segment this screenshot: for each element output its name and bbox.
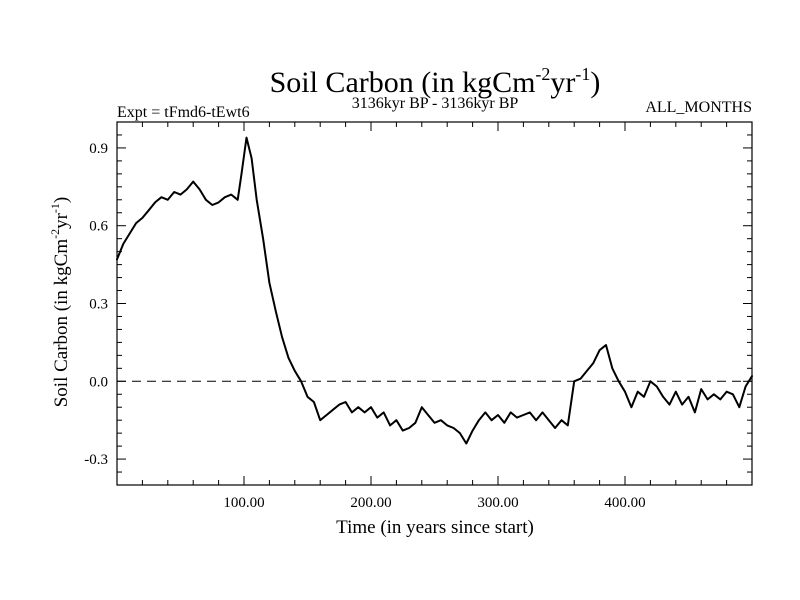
x-axis-label: Time (in years since start)	[336, 517, 534, 538]
ylabel-sup-1: -2	[48, 229, 62, 239]
title-sup-1: -2	[535, 64, 550, 84]
y-axis-label: Soil Carbon (in kgCm-2yr-1)	[48, 197, 72, 408]
series-line-soil-carbon	[116, 136, 753, 445]
subtitle-months: ALL_MONTHS	[645, 99, 752, 116]
y-tick-label: 0.0	[89, 374, 108, 390]
x-tick-label: 200.00	[350, 495, 391, 511]
title-main: Soil Carbon (in kgCm	[270, 66, 536, 99]
chart-title: Soil Carbon (in kgCm-2yr-1)	[270, 64, 601, 99]
ylabel-sup-2: -1	[48, 203, 62, 213]
x-tick-label: 100.00	[223, 495, 264, 511]
y-tick-label: 0.6	[89, 219, 108, 235]
y-tick-label: -0.3	[84, 452, 108, 468]
y-tick-label: 0.9	[89, 141, 108, 157]
title-end: )	[590, 66, 600, 99]
axis-tick-labels: 100.00 200.00 300.00 400.00 -0.3 0.0 0.3 0.6 0.9	[84, 141, 645, 511]
ylabel-mid: yr	[51, 212, 72, 229]
title-mid: yr	[550, 66, 575, 99]
plot-frame	[116, 121, 753, 486]
title-sup-2: -1	[575, 64, 590, 84]
subtitle-period: 3136kyr BP - 3136kyr BP	[352, 95, 519, 112]
series-layer	[116, 136, 753, 445]
axis-ticks	[117, 122, 752, 485]
x-tick-label: 400.00	[604, 495, 645, 511]
x-tick-label: 300.00	[477, 495, 518, 511]
ylabel-end: )	[51, 197, 72, 203]
y-tick-label: 0.3	[89, 297, 108, 313]
subtitle-experiment: Expt = tFmd6-tEwt6	[117, 104, 250, 121]
ylabel-main: Soil Carbon (in kgCm	[51, 239, 72, 408]
